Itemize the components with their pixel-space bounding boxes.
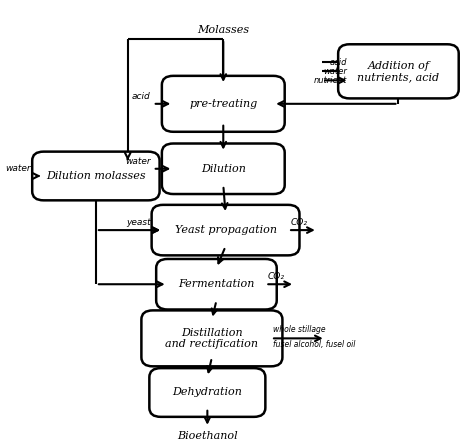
Text: Distillation
and rectification: Distillation and rectification (165, 328, 258, 349)
Text: water: water (125, 157, 150, 166)
Text: pre-treating: pre-treating (189, 99, 257, 109)
Text: water: water (6, 164, 31, 173)
FancyBboxPatch shape (156, 259, 277, 309)
Text: whole stillage: whole stillage (273, 325, 326, 334)
Text: fusel alcohol, fusel oil: fusel alcohol, fusel oil (273, 340, 356, 349)
Text: Dehydration: Dehydration (173, 388, 242, 397)
Text: yeast: yeast (126, 218, 150, 227)
FancyBboxPatch shape (338, 44, 459, 98)
FancyBboxPatch shape (152, 205, 300, 255)
Text: Fermentation: Fermentation (178, 279, 255, 289)
Text: Bioethanol: Bioethanol (177, 431, 237, 441)
Text: water: water (323, 67, 347, 76)
Text: CO₂: CO₂ (268, 271, 284, 281)
FancyBboxPatch shape (141, 311, 283, 366)
FancyBboxPatch shape (162, 76, 285, 132)
Text: CO₂: CO₂ (291, 218, 307, 227)
Text: Molasses: Molasses (197, 25, 249, 35)
FancyBboxPatch shape (149, 368, 265, 417)
FancyBboxPatch shape (162, 143, 285, 194)
Text: Addition of
nutrients, acid: Addition of nutrients, acid (357, 61, 439, 82)
Text: nutrient: nutrient (314, 76, 347, 85)
Text: acid: acid (132, 92, 150, 101)
FancyBboxPatch shape (32, 152, 160, 200)
Text: Dilution molasses: Dilution molasses (46, 171, 146, 181)
Text: acid: acid (330, 58, 347, 67)
Text: Dilution: Dilution (201, 164, 246, 174)
Text: Yeast propagation: Yeast propagation (174, 225, 276, 235)
